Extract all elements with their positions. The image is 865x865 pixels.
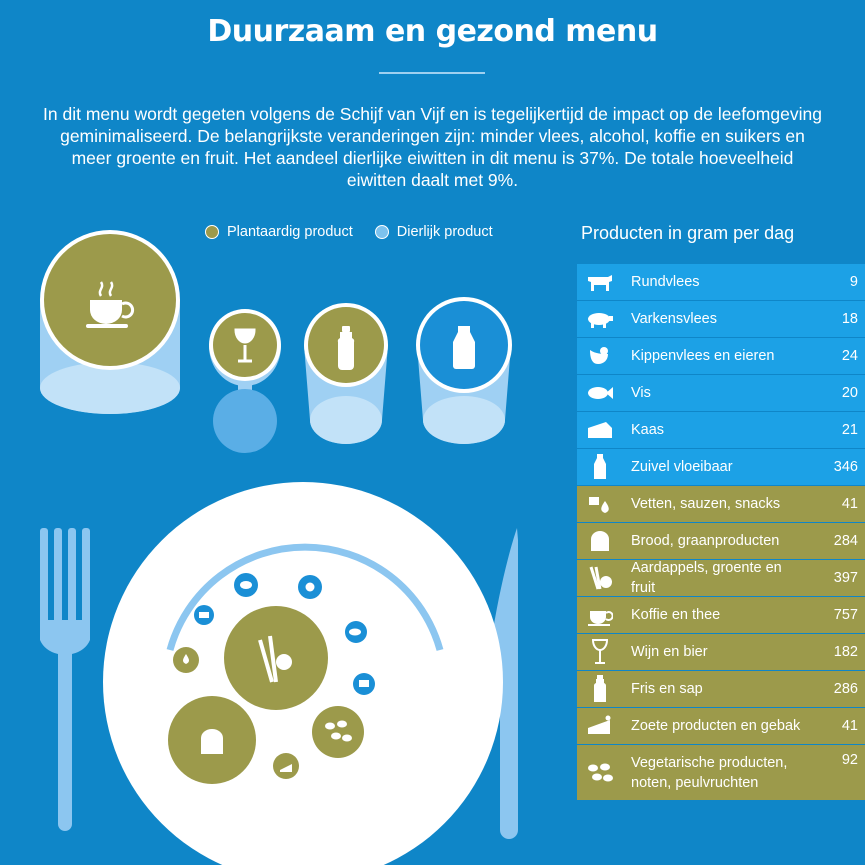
row-label: Koffie en thee: [631, 607, 721, 623]
coffee-cup-icon: [577, 603, 623, 627]
plate-beans-circle: [312, 706, 364, 758]
table-row: Vis 20: [577, 375, 865, 411]
cake-icon: [280, 764, 292, 772]
row-value: 284: [833, 533, 858, 549]
pig-icon: [577, 309, 623, 329]
plate-cake-circle: [273, 753, 299, 779]
row-label: Aardappels, groente en fruit: [631, 560, 782, 596]
plant-dot-icon: [205, 225, 219, 239]
fork: [40, 528, 90, 831]
row-value: 9: [849, 274, 858, 290]
fish-icon: [577, 384, 623, 402]
row-value: 757: [833, 607, 858, 623]
wine-glass-icon: [577, 638, 623, 666]
chicken-icon: [305, 582, 315, 592]
row-label: Vetten, sauzen, snacks: [631, 496, 781, 512]
table-title: Producten in gram per dag: [581, 223, 795, 243]
plate: [103, 482, 503, 865]
beans-nuts-icon: [325, 720, 352, 742]
table-row: Brood, graanproducten 284: [577, 523, 865, 559]
row-label: Kaas: [631, 422, 665, 438]
wine-glass: [209, 309, 281, 453]
table-row: Zuivel vloeibaar 346: [577, 449, 865, 485]
milk-bottle-icon: [453, 326, 475, 369]
table-row: Fris en sap 286: [577, 671, 865, 707]
plate-vegetables-circle: [224, 606, 328, 710]
row-value: 24: [841, 348, 858, 364]
legend-animal: Dierlijk product: [374, 224, 493, 240]
pig-icon: [240, 581, 252, 589]
wine-glass-icon: [234, 328, 256, 363]
cake-icon: [577, 714, 623, 738]
row-label: Brood, graanproducten: [631, 533, 780, 549]
coffee-cup-icon: [86, 281, 135, 328]
row-label: Kippenvlees en eieren: [631, 348, 775, 364]
beans-nuts-icon: [577, 761, 623, 785]
soda-bottle-icon: [577, 674, 623, 704]
legend-plant-label: Plantaardig product: [227, 224, 353, 240]
milk-bottle-icon: [577, 453, 623, 481]
table-row: Koffie en thee 757: [577, 597, 865, 633]
table-row: Varkensvlees 18: [577, 301, 865, 337]
row-value: 18: [841, 311, 858, 327]
fish-icon: [349, 628, 361, 636]
table-row: Zoete producten en gebak 41: [577, 708, 865, 744]
animal-dot-icon: [374, 225, 389, 239]
legend: Plantaardig product Dierlijk product: [205, 224, 493, 240]
row-label: Zuivel vloeibaar: [631, 459, 733, 475]
table-row: Kippenvlees en eieren 24: [577, 338, 865, 374]
intro-text: In dit menu wordt gegeten volgens de Sch…: [43, 104, 822, 190]
cheese-icon: [577, 420, 623, 440]
table-row: Wijn en bier 182: [577, 634, 865, 670]
table-row: Aardappels, groente en fruit 397: [577, 560, 865, 596]
row-value: 397: [833, 570, 858, 586]
title-divider: [379, 72, 485, 74]
soda-glass: [304, 303, 388, 444]
products-table: Rundvlees 9 Varkensvlees 18 Kippenvlees en e…: [577, 264, 865, 801]
row-value: 92: [841, 752, 858, 768]
table-row: Rundvlees 9: [577, 264, 865, 300]
row-value: 20: [841, 385, 858, 401]
chicken-icon: [577, 344, 623, 368]
row-label: Rundvlees: [631, 274, 700, 290]
cow-icon: [577, 272, 623, 292]
table-row: Vetten, sauzen, snacks 41: [577, 486, 865, 522]
vegetables-fruit-icon: [258, 635, 292, 683]
legend-plant: Plantaardig product: [205, 224, 353, 240]
fats-sauces-icon: [577, 491, 623, 517]
bread-icon: [577, 529, 623, 553]
row-value: 41: [841, 718, 858, 734]
row-value: 182: [833, 644, 858, 660]
row-value: 286: [833, 681, 858, 697]
table-row: Kaas 21: [577, 412, 865, 448]
vegetables-fruit-icon: [577, 564, 623, 592]
row-label: Vegetarische producten, noten, peulvruch…: [631, 754, 788, 791]
row-label: Fris en sap: [631, 681, 703, 697]
cheese-icon: [359, 680, 369, 687]
row-label: Wijn en bier: [631, 644, 708, 660]
coffee-mug: [40, 230, 180, 414]
row-value: 41: [841, 496, 858, 512]
row-value: 21: [841, 422, 858, 438]
table-row: Vegetarische producten, noten, peulvruch…: [577, 745, 865, 800]
row-label: Vis: [631, 385, 651, 401]
fats-sauces-icon: [183, 654, 189, 664]
bread-icon: [201, 729, 223, 754]
cow-icon: [199, 612, 209, 618]
page-title: Duurzaam en gezond menu: [207, 14, 658, 49]
soda-bottle-icon: [337, 326, 355, 370]
row-value: 346: [833, 459, 858, 475]
row-label: Varkensvlees: [631, 311, 717, 327]
legend-animal-label: Dierlijk product: [396, 224, 493, 240]
row-label: Zoete producten en gebak: [631, 718, 801, 734]
milk-glass: [416, 297, 512, 444]
